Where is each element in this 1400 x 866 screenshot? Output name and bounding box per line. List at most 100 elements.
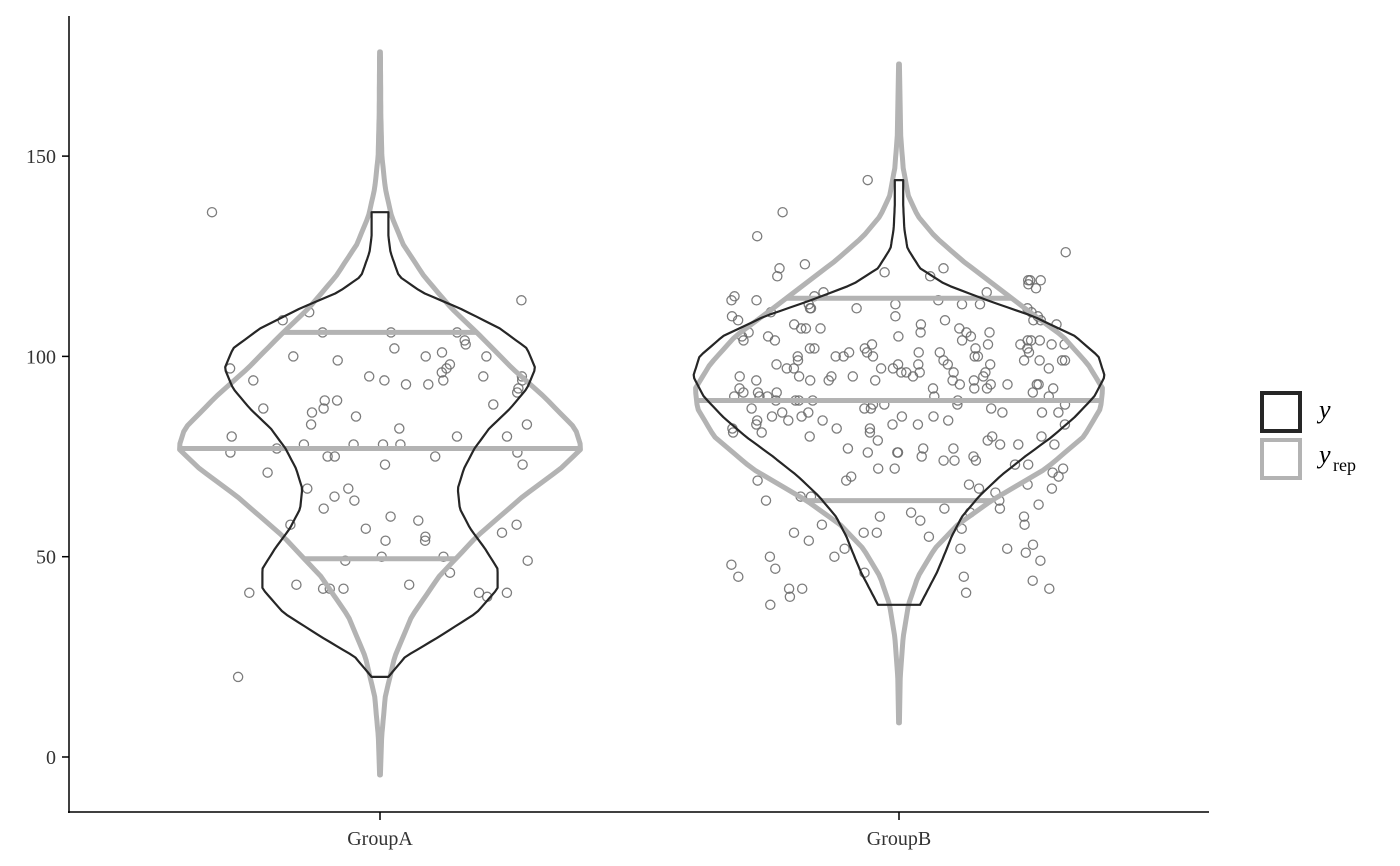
point-groupb-212 <box>874 511 886 522</box>
point-groupa-20 <box>516 371 528 382</box>
point-groupb-148 <box>1053 407 1064 418</box>
point-groupb-240 <box>960 587 972 599</box>
point-groupb-123 <box>969 383 980 394</box>
point-groupb-213 <box>1018 511 1030 522</box>
point-groupb-167 <box>864 427 876 438</box>
point-groupb-9 <box>772 271 783 282</box>
point-groupb-29 <box>851 303 862 314</box>
point-groupb-78 <box>867 351 879 362</box>
point-groupb-194 <box>1053 471 1064 482</box>
point-groupa-39 <box>394 423 405 434</box>
point-groupb-126 <box>771 387 782 398</box>
point-groupa-36 <box>350 411 362 422</box>
point-groupb-144 <box>865 403 877 414</box>
point-groupb-152 <box>766 411 778 422</box>
point-groupb-37 <box>732 315 744 326</box>
y-tick-label-0: 0 <box>46 747 56 769</box>
point-groupb-39 <box>788 319 800 330</box>
point-groupb-162 <box>751 419 762 430</box>
point-groupb-200 <box>973 483 985 494</box>
point-groupb-143 <box>859 403 870 414</box>
point-groupb-43 <box>815 323 826 334</box>
point-groupb-242 <box>765 599 776 611</box>
point-groupb-231 <box>726 559 737 570</box>
point-groupb-172 <box>982 435 993 446</box>
point-groupa-29 <box>511 387 523 398</box>
point-groupb-55 <box>769 335 781 346</box>
point-groupb-65 <box>809 343 820 354</box>
point-groupb-112 <box>869 375 881 386</box>
point-groupa-27 <box>400 379 412 390</box>
point-groupb-178 <box>917 443 929 454</box>
point-groupb-36 <box>1035 315 1047 326</box>
point-groupa-38 <box>521 419 533 430</box>
point-groupb-28 <box>804 303 816 314</box>
point-groupa-68 <box>419 535 431 546</box>
point-groupb-190 <box>1057 463 1069 474</box>
point-groupa-51 <box>322 451 333 462</box>
point-groupb-35 <box>939 315 951 326</box>
point-groupa-0 <box>206 206 218 218</box>
point-groupb-102 <box>847 371 859 382</box>
point-groupb-80 <box>830 351 841 362</box>
point-groupb-211 <box>905 507 917 518</box>
point-groupb-103 <box>978 371 989 382</box>
point-groupa-1 <box>516 295 527 306</box>
point-groupa-28 <box>513 383 524 394</box>
point-groupb-54 <box>1034 335 1046 346</box>
point-groupa-80 <box>473 587 485 599</box>
point-groupb-93 <box>887 363 899 374</box>
point-groupa-64 <box>511 519 522 530</box>
point-groupa-26 <box>423 379 434 390</box>
point-groupb-146 <box>803 407 814 418</box>
y-axis: 0 50 100 150 <box>26 16 70 813</box>
point-groupb-100 <box>896 367 907 378</box>
point-groupb-199 <box>963 479 975 490</box>
point-groupa-59 <box>349 495 360 506</box>
point-groupb-150 <box>1036 407 1048 418</box>
y-violin-groupb <box>692 179 1106 606</box>
point-groupb-224 <box>1001 543 1013 554</box>
point-groupa-82 <box>244 587 255 599</box>
point-groupb-124 <box>1027 387 1039 398</box>
point-groupb-235 <box>958 571 970 582</box>
point-groupb-209 <box>939 503 950 514</box>
point-groupb-189 <box>1009 459 1021 470</box>
point-groupb-179 <box>842 443 854 454</box>
point-groupb-222 <box>803 535 815 546</box>
point-groupa-72 <box>522 555 533 566</box>
point-groupa-81 <box>501 587 513 599</box>
point-groupb-185 <box>949 455 960 466</box>
point-groupb-214 <box>915 515 926 526</box>
point-groupb-4 <box>799 259 811 270</box>
point-groupa-11 <box>420 351 431 362</box>
point-groupb-234 <box>733 571 744 582</box>
point-groupb-109 <box>823 375 834 386</box>
point-groupb-170 <box>1036 431 1047 442</box>
point-groupa-42 <box>226 431 237 442</box>
point-groupb-197 <box>840 475 852 486</box>
point-groupa-40 <box>451 431 463 442</box>
point-groupb-153 <box>796 411 807 422</box>
point-groupa-54 <box>379 459 391 470</box>
point-groupa-61 <box>385 511 396 522</box>
point-groupb-71 <box>1023 347 1035 358</box>
point-groupb-10 <box>1035 275 1046 286</box>
point-groupb-45 <box>795 323 807 334</box>
point-groupb-96 <box>781 363 793 374</box>
point-groupb-1 <box>777 206 788 218</box>
point-groupb-107 <box>793 371 805 382</box>
point-groupb-91 <box>984 359 996 370</box>
legend-key-y <box>1260 391 1302 433</box>
point-groupa-18 <box>436 367 448 378</box>
point-groupb-20 <box>726 295 737 306</box>
point-groupb-158 <box>942 415 954 426</box>
y-violins <box>224 179 1106 678</box>
point-groupb-163 <box>864 423 876 434</box>
point-groupb-110 <box>804 375 816 386</box>
point-groupa-41 <box>501 431 513 442</box>
point-groupa-56 <box>343 483 354 494</box>
point-groupb-227 <box>1020 547 1032 558</box>
point-groupa-9 <box>389 343 400 354</box>
point-groupb-119 <box>1047 383 1059 394</box>
